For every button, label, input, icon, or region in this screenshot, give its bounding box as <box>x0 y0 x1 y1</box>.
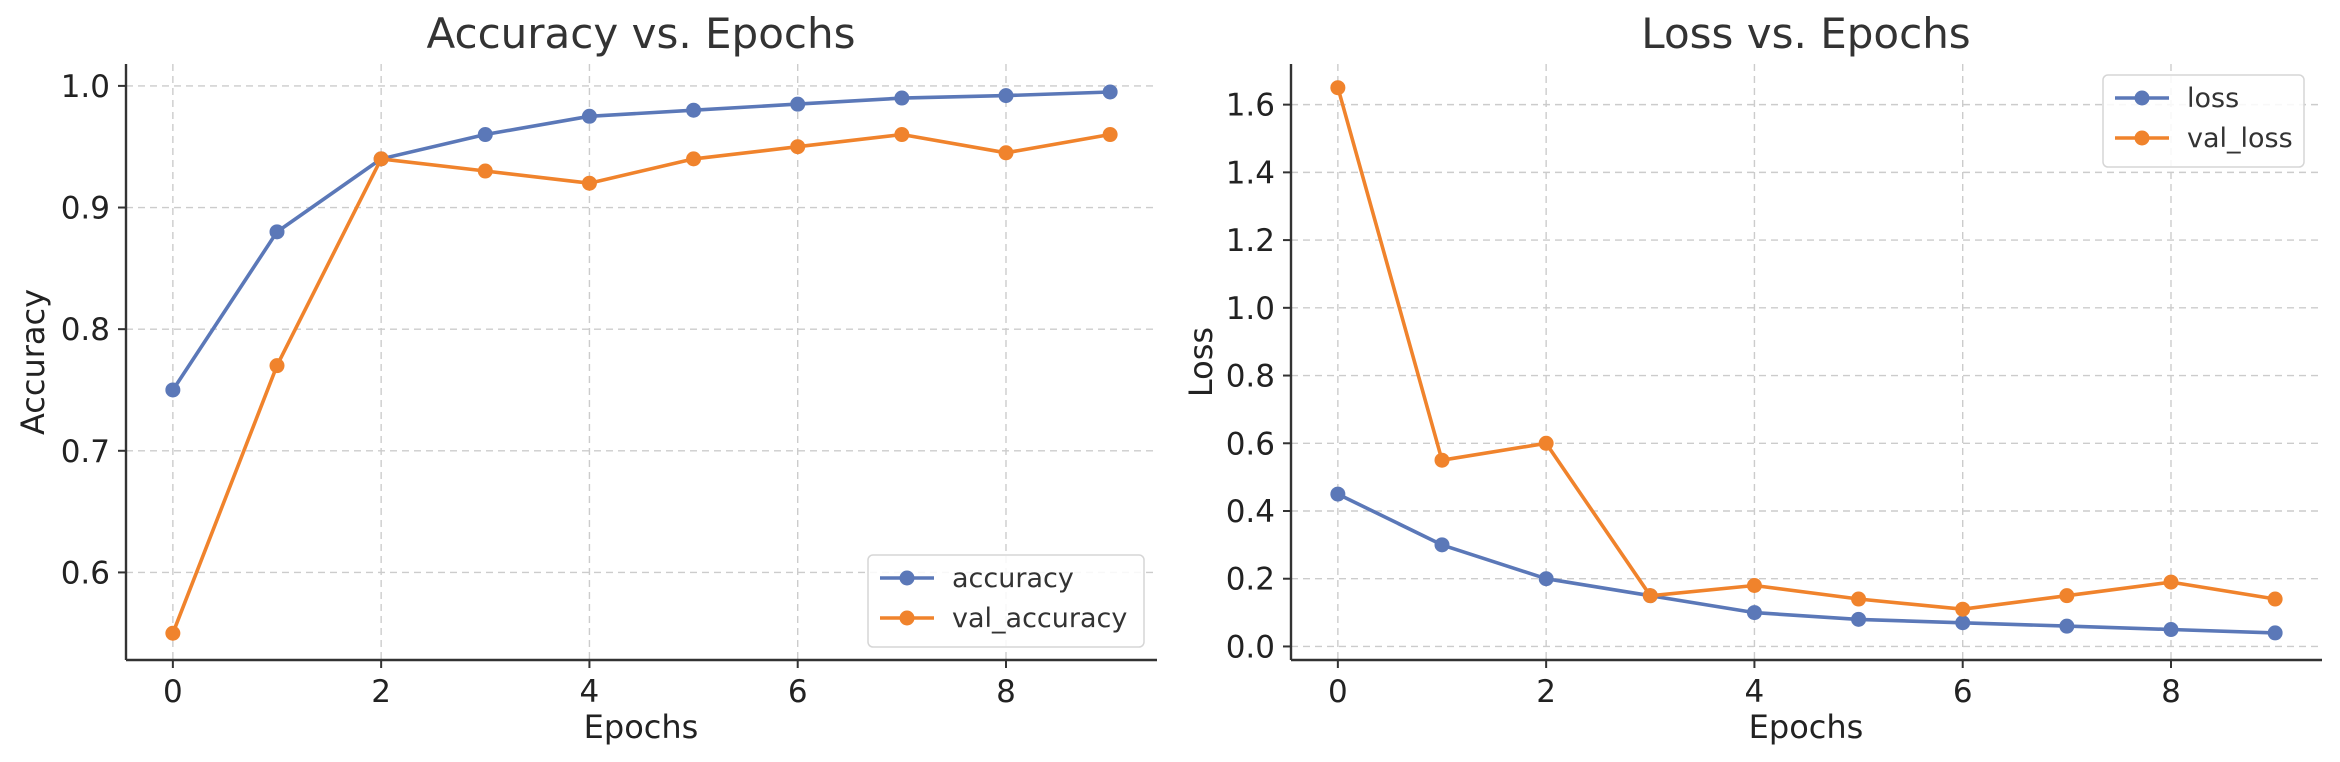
data-point-val_accuracy <box>165 625 181 641</box>
y-axis-label: Accuracy <box>14 289 52 435</box>
legend-label: loss <box>2187 83 2239 114</box>
legend: loss val_loss <box>2102 74 2305 168</box>
series-line-loss <box>1337 492 2276 635</box>
y-tick-label: 0.9 <box>61 191 110 227</box>
data-point-val_accuracy <box>894 127 910 143</box>
data-point-loss <box>1538 571 1554 587</box>
data-point-loss <box>1746 605 1762 621</box>
y-tick-label: 0.6 <box>1226 426 1275 462</box>
series-line-val_loss <box>1336 87 2276 612</box>
y-tick-label: 0.8 <box>1226 359 1275 395</box>
x-tick-label: 8 <box>996 674 1016 710</box>
y-tick-label: 0.6 <box>61 555 110 591</box>
data-point-val_loss <box>1330 80 1346 96</box>
y-tick-label: 0.8 <box>61 312 110 348</box>
data-point-accuracy <box>894 90 910 106</box>
data-point-accuracy <box>1102 84 1118 100</box>
x-tick-label: 4 <box>1745 674 1765 710</box>
legend-swatch-marker <box>899 570 915 586</box>
data-point-val_accuracy <box>269 358 285 374</box>
data-point-val_accuracy <box>998 145 1014 161</box>
legend: accuracy val_accuracy <box>867 554 1145 648</box>
legend-swatch-marker <box>2134 90 2150 106</box>
data-point-val_loss <box>2163 574 2179 590</box>
data-point-loss <box>2163 622 2179 638</box>
legend-swatch-marker <box>2134 130 2150 146</box>
data-point-val_loss <box>2059 588 2075 604</box>
y-tick-label: 1.0 <box>61 69 110 105</box>
data-point-val_loss <box>1538 435 1554 451</box>
data-point-val_loss <box>1851 591 1867 607</box>
y-tick-label: 0.0 <box>1226 629 1275 665</box>
x-tick-label: 4 <box>580 674 600 710</box>
data-point-accuracy <box>581 108 597 124</box>
y-tick-label: 0.2 <box>1226 562 1275 598</box>
data-point-accuracy <box>998 88 1014 104</box>
data-point-loss <box>1330 486 1346 502</box>
x-tick-label: 2 <box>371 674 391 710</box>
chart-title: Accuracy vs. Epochs <box>426 9 855 58</box>
y-tick-label: 1.4 <box>1226 155 1275 191</box>
y-tick-label: 1.2 <box>1226 223 1275 259</box>
data-point-accuracy <box>790 96 806 112</box>
legend-label: val_accuracy <box>952 603 1127 634</box>
y-tick-label: 1.6 <box>1226 88 1275 124</box>
data-point-accuracy <box>686 102 702 118</box>
legend-swatch-marker <box>899 610 915 626</box>
x-tick-label: 2 <box>1536 674 1556 710</box>
x-tick-label: 6 <box>788 674 808 710</box>
data-point-val_accuracy <box>790 139 806 155</box>
y-tick-label: 0.7 <box>61 434 110 470</box>
data-point-loss <box>2267 625 2283 641</box>
data-point-accuracy <box>477 127 493 143</box>
data-point-val_loss <box>1955 601 1971 617</box>
x-tick-label: 0 <box>163 674 183 710</box>
data-point-accuracy <box>165 382 181 398</box>
data-point-val_loss <box>1746 578 1762 593</box>
y-tick-label: 0.4 <box>1226 494 1275 530</box>
x-tick-label: 6 <box>1953 674 1973 710</box>
legend-label: accuracy <box>952 563 1074 594</box>
data-point-val_accuracy <box>581 175 597 191</box>
data-point-val_accuracy <box>477 163 493 179</box>
series-line-accuracy <box>171 90 1111 391</box>
data-point-loss <box>2059 618 2075 634</box>
data-point-val_accuracy <box>686 151 702 167</box>
data-point-loss <box>1434 537 1450 553</box>
data-point-val_accuracy <box>1102 127 1118 143</box>
loss-chart: Loss vs. Epochs Epochs Loss 0 2 4 6 8 0.0 0.2 0… <box>1182 9 2322 746</box>
y-axis-label: Loss <box>1182 327 1220 397</box>
legend-label: val_loss <box>2187 123 2293 154</box>
data-point-val_accuracy <box>373 151 389 167</box>
data-point-loss <box>1851 611 1867 627</box>
x-tick-label: 0 <box>1328 674 1348 710</box>
data-point-loss <box>1955 615 1971 631</box>
series-line-val_accuracy <box>171 132 1111 634</box>
accuracy-chart: Accuracy vs. Epochs Epochs Accuracy 0 2 4 6… <box>14 9 1157 746</box>
x-axis-label: Epochs <box>584 708 699 746</box>
chart-title: Loss vs. Epochs <box>1641 9 1970 58</box>
x-axis-label: Epochs <box>1749 708 1864 746</box>
y-tick-label: 1.0 <box>1226 291 1275 327</box>
data-point-val_loss <box>1434 452 1450 468</box>
data-point-val_loss <box>1642 588 1658 604</box>
data-point-accuracy <box>269 224 285 240</box>
data-point-val_loss <box>2267 591 2283 607</box>
legend-box <box>867 554 1145 648</box>
x-tick-label: 8 <box>2161 674 2181 710</box>
